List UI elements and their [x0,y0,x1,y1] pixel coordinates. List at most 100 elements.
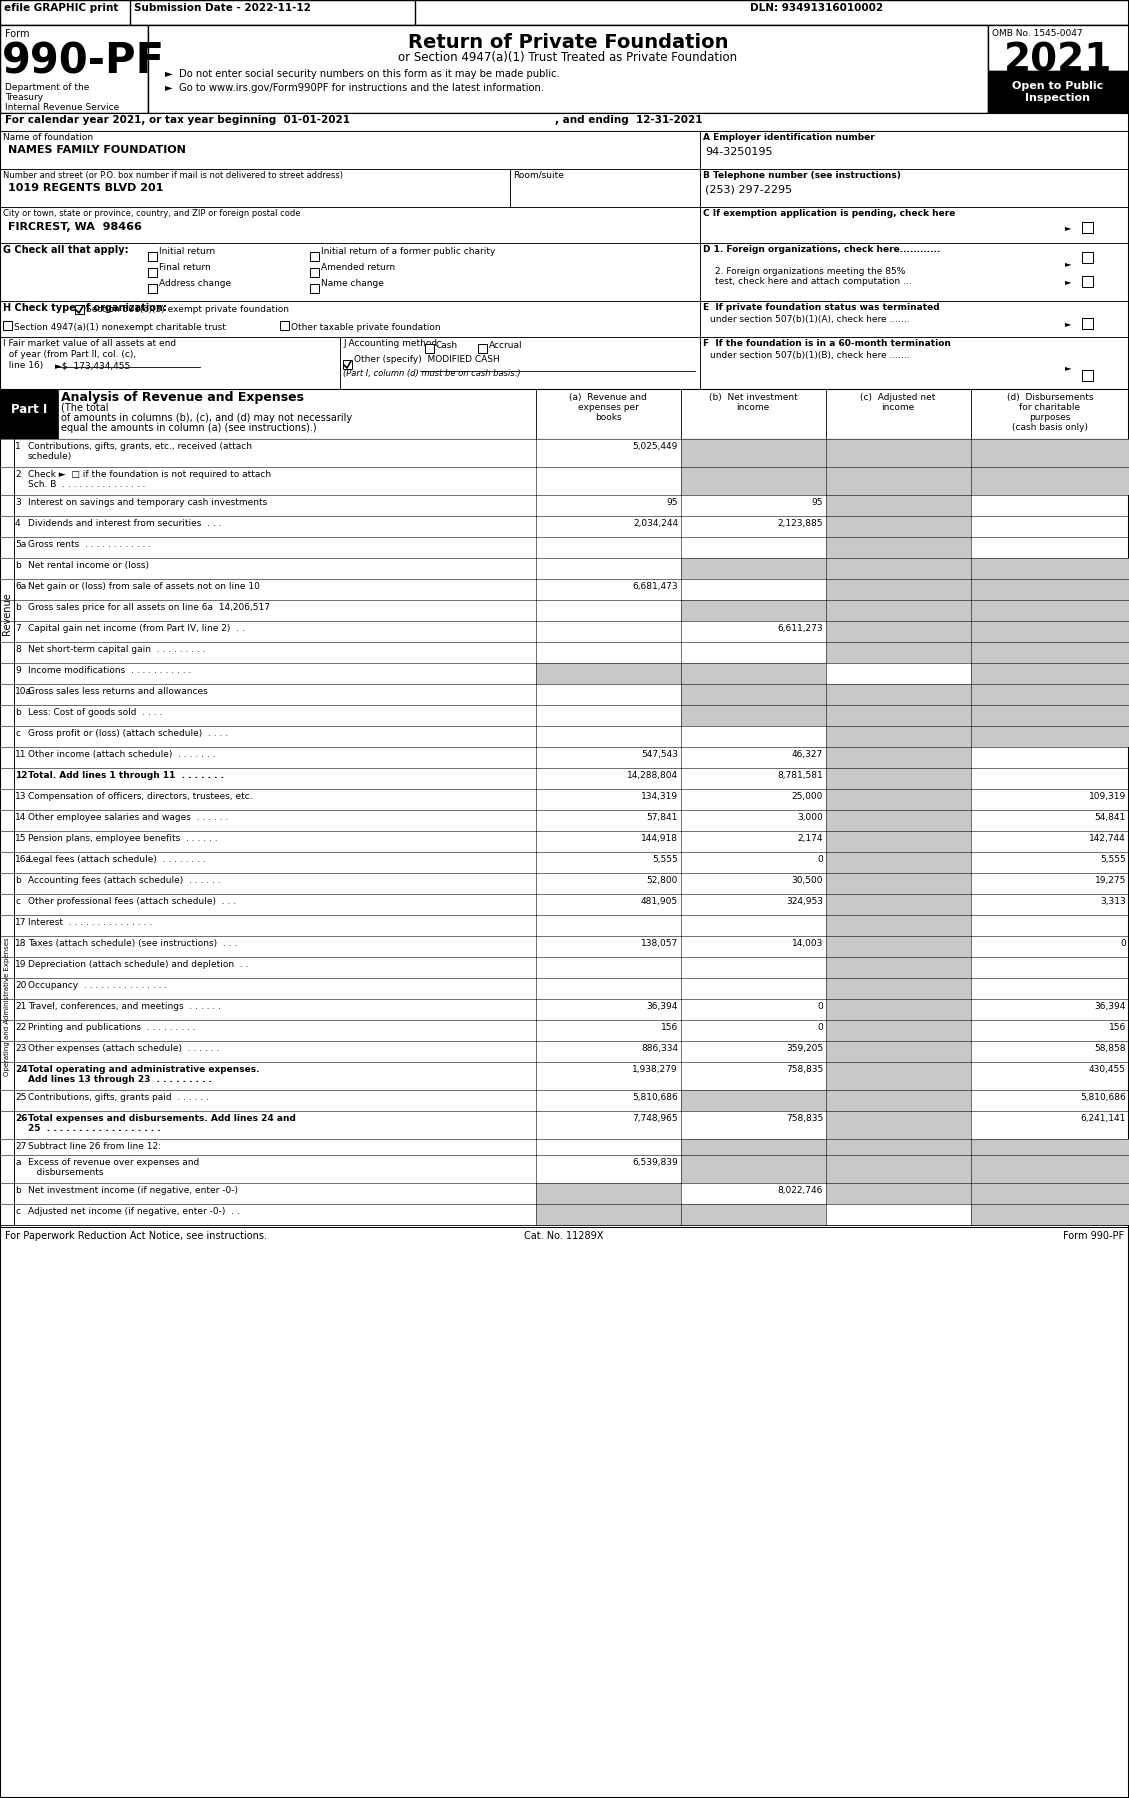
Text: Contributions, gifts, grants, etc., received (attach
schedule): Contributions, gifts, grants, etc., rece… [28,442,252,462]
Text: 2,034,244: 2,034,244 [633,520,679,529]
Text: 58,858: 58,858 [1094,1045,1126,1054]
Text: Internal Revenue Service: Internal Revenue Service [5,102,120,111]
Bar [148,252,157,261]
Text: Department of the: Department of the [5,83,89,92]
Text: DLN: 93491316010002: DLN: 93491316010002 [750,4,883,13]
Text: 19,275: 19,275 [1095,876,1126,885]
Bar [681,705,826,726]
Text: Number and street (or P.O. box number if mail is not delivered to street address: Number and street (or P.O. box number if… [3,171,343,180]
Bar [0,705,1129,726]
Text: b: b [15,708,20,717]
Text: 15: 15 [15,834,26,843]
Text: Address change: Address change [159,279,231,288]
Text: ►: ► [1065,318,1071,327]
Bar [0,516,1129,538]
Bar [826,874,971,894]
Text: Section 4947(a)(1) nonexempt charitable trust: Section 4947(a)(1) nonexempt charitable … [14,324,226,333]
Text: Interest  . . . . . . . . . . . . . . .: Interest . . . . . . . . . . . . . . . [28,919,152,928]
Text: 10a: 10a [15,687,32,696]
Text: income: income [882,403,914,412]
Bar [826,557,971,579]
Text: NAMES FAMILY FOUNDATION: NAMES FAMILY FOUNDATION [8,146,186,155]
Bar [971,579,1129,601]
Bar [148,284,157,293]
Text: Form 990-PF: Form 990-PF [1062,1232,1124,1241]
Bar [826,852,971,874]
Bar [0,978,1129,1000]
Text: 23: 23 [15,1045,26,1054]
Text: Operating and Administrative Expenses: Operating and Administrative Expenses [5,939,10,1077]
Text: 481,905: 481,905 [641,897,679,906]
Text: F  If the foundation is in a 60-month termination: F If the foundation is in a 60-month ter… [703,340,951,349]
Text: 0: 0 [817,856,823,865]
Bar [0,915,1129,937]
Text: 5,810,686: 5,810,686 [1080,1093,1126,1102]
Text: Printing and publications  . . . . . . . . .: Printing and publications . . . . . . . … [28,1023,195,1032]
Bar [681,467,826,494]
Bar [826,1041,971,1063]
Text: 0: 0 [1120,939,1126,948]
Text: 13: 13 [15,791,26,800]
Text: Depreciation (attach schedule) and depletion  . .: Depreciation (attach schedule) and deple… [28,960,248,969]
Text: ►: ► [1065,277,1071,286]
Text: Compensation of officers, directors, trustees, etc.: Compensation of officers, directors, tru… [28,791,253,800]
Bar [0,894,1129,915]
Text: Excess of revenue over expenses and
   disbursements: Excess of revenue over expenses and disb… [28,1158,199,1178]
Bar [478,343,487,352]
Bar [148,25,988,113]
Bar [826,1138,971,1154]
Bar [826,789,971,811]
Text: income: income [736,403,770,412]
Bar [0,957,1129,978]
Bar [971,439,1129,467]
Text: Amended return: Amended return [321,263,395,271]
Text: test, check here and attach computation ...: test, check here and attach computation … [715,277,911,286]
Bar [826,957,971,978]
Text: Accounting fees (attach schedule)  . . . . . .: Accounting fees (attach schedule) . . . … [28,876,220,885]
Bar [0,746,1129,768]
Text: Analysis of Revenue and Expenses: Analysis of Revenue and Expenses [61,390,304,405]
Bar [0,300,700,336]
Bar [826,538,971,557]
Text: Other (specify)  MODIFIED CASH: Other (specify) MODIFIED CASH [355,354,500,363]
Bar [1082,318,1093,329]
Bar [310,284,320,293]
Bar [988,25,1129,70]
Bar [971,1138,1129,1154]
Text: 14,288,804: 14,288,804 [627,771,679,780]
Bar [681,663,826,683]
Bar [971,683,1129,705]
Text: 5,555: 5,555 [1101,856,1126,865]
Bar [0,467,1129,494]
Text: Legal fees (attach schedule)  . . . . . . . .: Legal fees (attach schedule) . . . . . .… [28,856,205,865]
Text: D 1. Foreign organizations, check here............: D 1. Foreign organizations, check here..… [703,245,940,254]
Bar [971,467,1129,494]
Text: b: b [15,561,20,570]
Bar [826,494,971,516]
Text: 6,681,473: 6,681,473 [632,583,679,592]
Text: Capital gain net income (from Part IV, line 2)  . .: Capital gain net income (from Part IV, l… [28,624,245,633]
Text: 3: 3 [15,498,20,507]
Bar [971,663,1129,683]
Bar [826,894,971,915]
Bar [826,915,971,937]
Text: Gross sales price for all assets on line 6a  14,206,517: Gross sales price for all assets on line… [28,602,270,611]
Text: 22: 22 [15,1023,26,1032]
Text: 30,500: 30,500 [791,876,823,885]
Text: (d)  Disbursements: (d) Disbursements [1007,394,1093,403]
Text: Initial return of a former public charity: Initial return of a former public charit… [321,246,496,255]
Text: Section 501(c)(3) exempt private foundation: Section 501(c)(3) exempt private foundat… [86,306,289,315]
Text: 95: 95 [812,498,823,507]
Bar [3,322,12,331]
Bar [826,705,971,726]
Bar [0,811,1129,831]
Bar [536,1183,681,1205]
Text: , and ending  12-31-2021: , and ending 12-31-2021 [555,115,702,126]
Text: 9: 9 [15,665,20,674]
Bar [826,642,971,663]
Bar [971,642,1129,663]
Text: Initial return: Initial return [159,246,216,255]
Bar [971,601,1129,620]
Text: 758,835: 758,835 [786,1064,823,1073]
Text: 6,539,839: 6,539,839 [632,1158,679,1167]
